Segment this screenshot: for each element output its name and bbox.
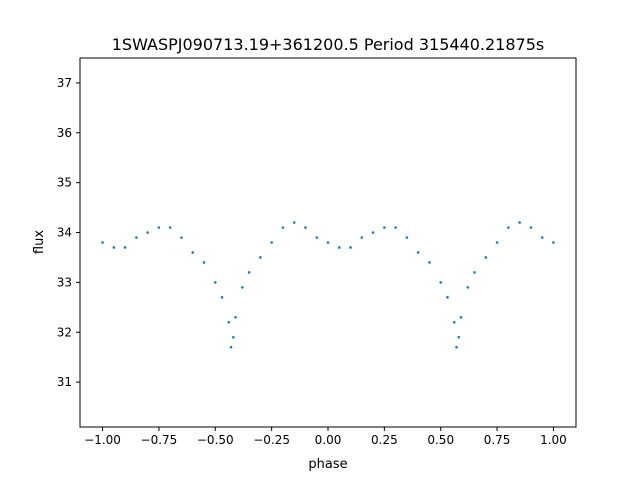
data-point xyxy=(459,315,463,319)
x-tick-label: −1.00 xyxy=(84,433,121,447)
data-point xyxy=(241,286,244,289)
x-tick-label: −0.25 xyxy=(253,433,290,447)
x-tick-label: 1.00 xyxy=(540,433,567,447)
x-axis-label: phase xyxy=(308,457,347,472)
data-point xyxy=(315,236,319,239)
data-point xyxy=(507,226,510,229)
data-point xyxy=(101,241,104,244)
y-axis-label: flux xyxy=(32,230,47,254)
data-point xyxy=(146,231,149,234)
data-point xyxy=(326,241,330,244)
data-point xyxy=(232,335,235,339)
data-point xyxy=(428,261,431,264)
data-point xyxy=(349,246,352,249)
data-point xyxy=(191,251,195,254)
data-point xyxy=(455,345,458,349)
data-point xyxy=(123,246,127,249)
y-axis: 31 32 33 34 35 36 37 xyxy=(57,76,80,389)
data-point xyxy=(552,241,555,244)
x-axis: −1.00 −0.75 −0.50 −0.25 0.00 0.25 0.50 0.75 1.00 xyxy=(84,427,567,447)
y-tick-label: 33 xyxy=(57,275,72,289)
data-point xyxy=(227,320,231,324)
data-point xyxy=(234,315,237,319)
data-point xyxy=(202,261,206,264)
x-tick-label: −0.75 xyxy=(141,433,178,447)
data-point xyxy=(180,236,183,239)
x-tick-label: 0.25 xyxy=(371,433,398,447)
data-point xyxy=(270,241,273,244)
data-point xyxy=(518,221,521,224)
y-tick-label: 34 xyxy=(57,226,72,240)
y-tick-label: 32 xyxy=(57,325,72,339)
data-point xyxy=(446,296,449,299)
data-point xyxy=(135,236,138,239)
data-point xyxy=(371,231,375,234)
data-point xyxy=(220,296,224,299)
data-point xyxy=(112,246,116,249)
data-point xyxy=(405,236,409,239)
data-point xyxy=(484,256,488,259)
data-point xyxy=(473,271,476,274)
data-point xyxy=(337,246,341,249)
data-point xyxy=(495,241,499,244)
data-point xyxy=(457,335,461,339)
data-point xyxy=(540,236,544,239)
data-point xyxy=(439,281,443,284)
data-point xyxy=(416,251,420,254)
chart-title: 1SWASPJ090713.19+361200.5 Period 315440.… xyxy=(112,35,544,54)
data-point xyxy=(229,345,233,349)
y-tick-label: 37 xyxy=(57,76,72,90)
data-point xyxy=(259,256,262,259)
data-point xyxy=(529,226,533,229)
data-point xyxy=(383,226,386,229)
data-point xyxy=(360,236,364,239)
data-point xyxy=(157,226,161,229)
data-point xyxy=(281,226,285,229)
data-points xyxy=(101,221,555,349)
data-point xyxy=(168,226,172,229)
data-point xyxy=(452,320,456,324)
data-point xyxy=(304,226,307,229)
x-tick-label: −0.50 xyxy=(197,433,234,447)
data-point xyxy=(292,221,296,224)
data-point xyxy=(247,271,251,274)
y-tick-label: 36 xyxy=(57,126,72,140)
x-tick-label: 0.50 xyxy=(427,433,454,447)
y-tick-label: 35 xyxy=(57,176,72,190)
data-point xyxy=(394,226,397,229)
data-point xyxy=(213,281,217,284)
x-tick-label: 0.75 xyxy=(484,433,511,447)
y-tick-label: 31 xyxy=(57,375,72,389)
x-tick-label: 0.00 xyxy=(315,433,342,447)
data-point xyxy=(466,286,470,289)
